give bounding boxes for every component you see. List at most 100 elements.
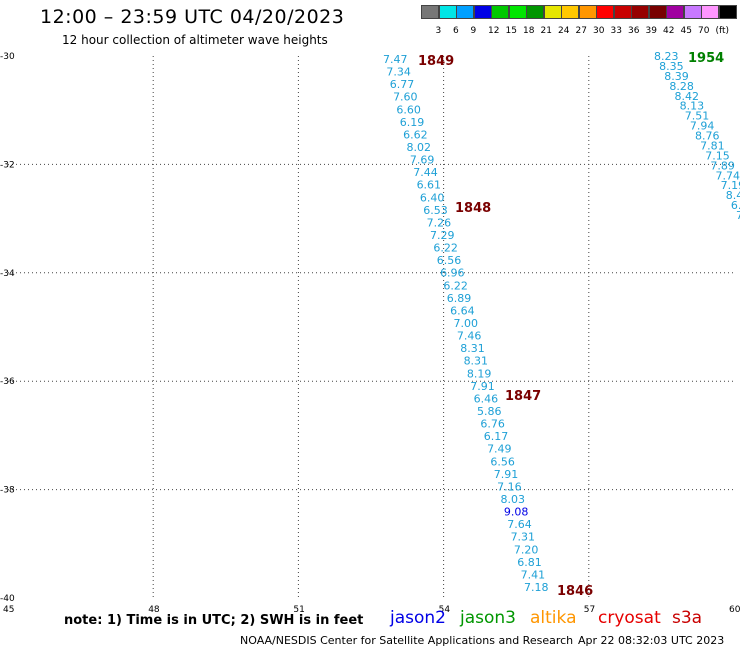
latitude-label: -32 [0, 160, 15, 170]
wave-height-value: 6.56 [490, 455, 515, 468]
wave-height-value: 6.64 [450, 304, 475, 317]
wave-height-value: 7.19 [721, 179, 740, 192]
wave-height-value: 6.19 [400, 116, 425, 129]
wave-height-value: 8.35 [659, 60, 684, 73]
wave-height-value: 7.46 [457, 330, 482, 343]
color-scale-label: 21 [540, 26, 552, 36]
wave-height-value: 6.40 [420, 191, 445, 204]
wave-height-value: 7.00 [454, 317, 479, 330]
wave-height-value: 7.91 [494, 468, 519, 481]
longitude-label: 45 [3, 605, 14, 615]
generation-timestamp: Apr 22 08:32:03 UTC 2023 [578, 634, 725, 647]
wave-height-value: 7.47 [383, 53, 408, 66]
longitude-label: 51 [293, 605, 304, 615]
wave-height-value: 7.64 [507, 518, 532, 531]
wave-height-value: 8.42 [675, 90, 700, 103]
wave-height-value: 8.03 [501, 493, 526, 506]
wave-height-value: 7.94 [690, 120, 715, 133]
color-scale-label: 3 [435, 26, 442, 36]
wave-height-value: 6.96 [440, 267, 465, 280]
wave-height-value: 7.18 [524, 581, 549, 594]
legend-note: note: 1) Time is in UTC; 2) SWH is in fe… [64, 613, 364, 628]
wave-height-value: 6.76 [480, 418, 505, 431]
wave-height-value: 8.76 [695, 130, 720, 143]
wave-height-value: 8.31 [464, 355, 489, 368]
color-scale-label: 42 [663, 26, 675, 36]
wave-height-value: 8.02 [407, 141, 432, 154]
color-scale-label: 39 [645, 26, 657, 36]
longitude-label: 54 [439, 605, 451, 615]
wave-height-value: 7.44 [413, 166, 438, 179]
color-scale-label: 36 [628, 26, 640, 36]
pass-number-label: 1849 [418, 54, 454, 69]
color-scale-label: 30 [593, 26, 605, 36]
wave-height-value: 7.26 [427, 216, 452, 229]
pass-number-label: 1847 [505, 389, 541, 404]
wave-height-value: 6.46 [474, 392, 499, 405]
wave-height-value: 5.86 [477, 405, 502, 418]
wave-height-value: 8.28 [669, 80, 694, 93]
wave-height-value: 7.29 [430, 229, 455, 242]
wave-height-value: 8.13 [680, 100, 705, 113]
wave-height-value: 7.91 [470, 380, 495, 393]
satellite-legend-s3a: s3a [672, 608, 703, 628]
wave-height-value: 7.81 [700, 139, 725, 152]
wave-height-value: 8.4 [726, 189, 740, 202]
latitude-label: -30 [0, 52, 15, 62]
wave-height-value: 7.20 [514, 543, 539, 556]
color-scale-label: (ft) [715, 26, 730, 36]
wave-height-value: 6.56 [437, 254, 462, 267]
pass-number-label: 1846 [557, 584, 593, 599]
wave-height-value: 6.61 [417, 179, 442, 192]
satellite-legend-jason3: jason3 [460, 608, 516, 628]
satellite-legend-altika: altika [530, 608, 577, 628]
satellite-legend-cryosat: cryosat [598, 608, 661, 628]
wave-height-value: 8.19 [467, 367, 492, 380]
wave-height-value: 6.89 [447, 292, 472, 305]
wave-height-value: 7.69 [410, 154, 435, 167]
wave-height-value: 8.31 [460, 342, 485, 355]
wave-height-value: 7.16 [497, 480, 521, 493]
color-scale-label: 18 [523, 26, 535, 36]
wave-height-value: 7.60 [393, 91, 418, 104]
wave-height-value: 6.62 [403, 128, 428, 141]
wave-height-value: 8.23 [654, 50, 679, 63]
wave-height-value: 7.49 [487, 443, 512, 456]
color-scale-label: 12 [488, 26, 500, 36]
pass-number-label: 1848 [455, 201, 491, 216]
wave-height-value: 7.89 [710, 159, 735, 172]
color-scale-label: 27 [575, 26, 587, 36]
latitude-label: -38 [0, 486, 15, 496]
wave-height-value: 6.53 [423, 204, 448, 217]
wave-height-value: 8.39 [664, 70, 689, 83]
latitude-label: -40 [0, 594, 15, 604]
credit-line: NOAA/NESDIS Center for Satellite Applica… [240, 634, 574, 647]
color-scale-label: 9 [470, 26, 477, 36]
wave-height-value: 7.15 [705, 149, 730, 162]
color-scale-swatch [718, 5, 737, 19]
wave-height-value: 6. [731, 199, 740, 212]
wave-height-value: 6.22 [433, 242, 458, 255]
map-title: 12:00 – 23:59 UTC 04/20/2023 [40, 6, 345, 28]
pass-number-label: 1954 [688, 51, 724, 66]
color-scale-label: 15 [505, 26, 517, 36]
map-subtitle: 12 hour collection of altimeter wave hei… [62, 33, 328, 47]
wave-height-value: 6.60 [396, 103, 421, 116]
wave-height-value: 6.77 [390, 78, 415, 91]
latitude-label: -36 [0, 377, 15, 387]
color-scale-label: 24 [558, 26, 570, 36]
color-scale-label: 70 [698, 26, 710, 36]
longitude-label: 60 [729, 605, 740, 615]
wave-height-value: 7 [736, 209, 740, 222]
wave-height-value: 6.17 [484, 430, 509, 443]
longitude-label: 48 [148, 605, 160, 615]
wave-height-value: 6.22 [443, 279, 468, 292]
wave-height-value: 7.34 [386, 66, 411, 79]
wave-height-value: 7.51 [685, 110, 710, 123]
wave-height-value: 7.31 [511, 531, 535, 544]
longitude-label: 57 [584, 605, 595, 615]
color-scale-label: 45 [680, 26, 692, 36]
wave-height-value: 6.81 [517, 556, 542, 569]
wave-height-value: 9.08 [504, 506, 529, 519]
